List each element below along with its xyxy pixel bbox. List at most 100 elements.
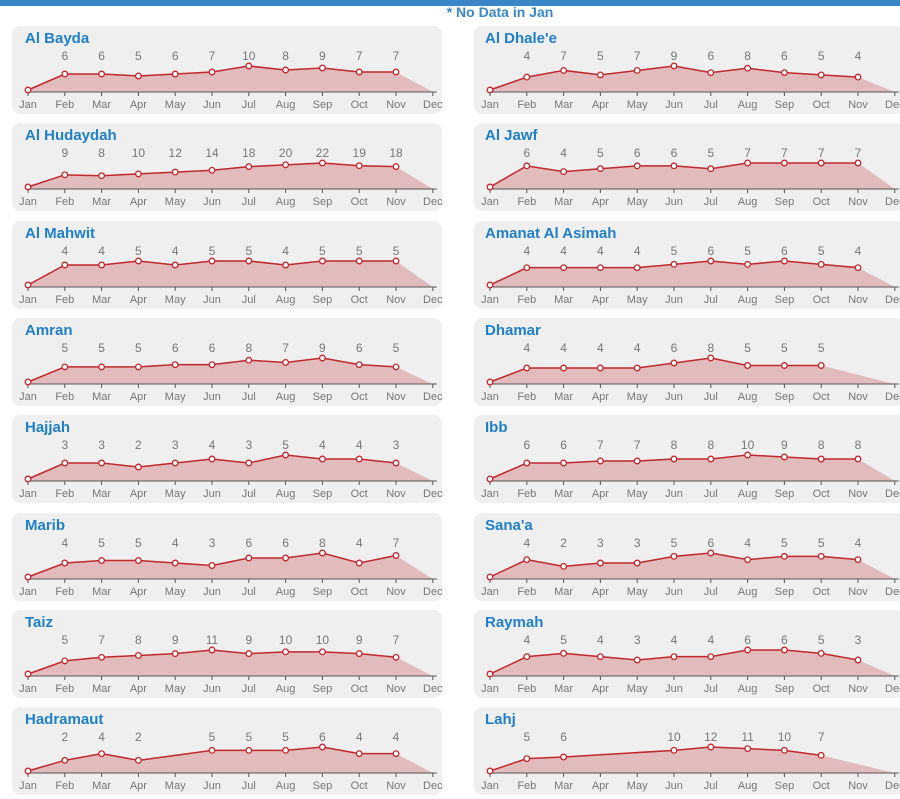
data-label: 10: [279, 633, 293, 647]
x-tick-label: Nov: [848, 488, 868, 500]
data-point: [633, 457, 641, 465]
data-point: [780, 746, 788, 754]
x-tick-label: Jul: [242, 99, 256, 111]
data-label: 5: [135, 536, 142, 550]
data-point: [392, 551, 400, 559]
x-tick-label: Feb: [55, 196, 74, 208]
x-tick-label: Jul: [242, 586, 256, 598]
mini-area-chart-raymah: Jan Feb Mar Apr May Jun Jul Aug Sep Oct Nov Dec 4 5 4 3…: [481, 633, 900, 695]
x-tick-label: Feb: [517, 294, 536, 306]
x-tick-label: Oct: [813, 99, 830, 111]
data-point: [523, 755, 531, 763]
data-label: 5: [282, 730, 289, 744]
data-label: 7: [597, 438, 604, 452]
data-label: 8: [744, 49, 751, 63]
data-label: 4: [282, 244, 289, 258]
x-tick-label: Nov: [386, 294, 406, 306]
x-tick-label: Mar: [554, 586, 573, 598]
x-tick-label: Jan: [19, 586, 37, 598]
x-tick-label: Mar: [554, 196, 573, 208]
x-tick-label: Apr: [130, 780, 147, 792]
x-tick-label: Jan: [481, 99, 499, 111]
data-point: [744, 361, 752, 369]
x-tick-label: Mar: [92, 488, 111, 500]
x-tick-label: Mar: [554, 391, 573, 403]
data-label: 6: [61, 49, 68, 63]
data-label: 5: [209, 730, 216, 744]
data-label: 4: [597, 341, 604, 355]
data-label: 8: [707, 438, 714, 452]
data-label: 7: [209, 49, 216, 63]
origin-marker: [486, 670, 494, 678]
data-label: 3: [209, 536, 216, 550]
data-point: [596, 71, 604, 79]
data-label: 20: [279, 146, 293, 160]
data-point: [817, 649, 825, 657]
x-tick-label: Jan: [19, 683, 37, 695]
x-tick-label: Jul: [704, 196, 718, 208]
x-tick-label: Jul: [704, 780, 718, 792]
x-tick-label: May: [165, 488, 186, 500]
x-tick-label: Jul: [704, 683, 718, 695]
x-tick-label: Mar: [92, 294, 111, 306]
data-label: 4: [393, 730, 400, 744]
data-point: [596, 263, 604, 271]
data-point: [318, 354, 326, 362]
x-tick-label: Apr: [130, 488, 147, 500]
data-label: 5: [818, 49, 825, 63]
chart-title: Taiz: [25, 613, 54, 631]
data-label: 6: [560, 730, 567, 744]
data-label: 4: [560, 146, 567, 160]
data-point: [780, 69, 788, 77]
data-point: [245, 62, 253, 70]
data-point: [780, 646, 788, 654]
data-label: 4: [356, 730, 363, 744]
area-fill: [28, 357, 433, 384]
data-label: 5: [781, 536, 788, 550]
origin-marker: [486, 767, 494, 775]
x-tick-label: Jan: [19, 294, 37, 306]
x-tick-label: Jul: [704, 294, 718, 306]
data-point: [245, 163, 253, 171]
data-point: [245, 746, 253, 754]
data-point: [523, 73, 531, 81]
x-tick-label: May: [627, 99, 648, 111]
data-label: 3: [172, 438, 179, 452]
data-label: 3: [61, 438, 68, 452]
data-point: [744, 555, 752, 563]
x-tick-label: Aug: [738, 99, 758, 111]
x-tick-label: May: [627, 391, 648, 403]
data-point: [245, 257, 253, 265]
data-label: 2: [135, 438, 142, 452]
data-point: [744, 64, 752, 72]
origin-marker: [24, 378, 32, 386]
data-label: 7: [393, 49, 400, 63]
data-point: [707, 165, 715, 173]
data-point: [282, 746, 290, 754]
data-point: [355, 162, 363, 170]
data-point: [134, 257, 142, 265]
data-label: 4: [634, 244, 641, 258]
data-point: [633, 656, 641, 664]
x-tick-label: Apr: [130, 99, 147, 111]
data-point: [744, 646, 752, 654]
data-label: 4: [855, 536, 862, 550]
x-tick-label: Jun: [665, 391, 683, 403]
x-tick-label: Nov: [386, 488, 406, 500]
data-point: [817, 361, 825, 369]
data-label: 6: [634, 146, 641, 160]
x-tick-label: Feb: [517, 780, 536, 792]
data-point: [633, 263, 641, 271]
x-tick-label: Sep: [313, 391, 333, 403]
data-label: 7: [818, 146, 825, 160]
origin-marker: [486, 573, 494, 580]
data-label: 9: [172, 633, 179, 647]
data-label: 4: [597, 244, 604, 258]
data-point: [523, 459, 531, 467]
x-tick-label: May: [627, 780, 648, 792]
mini-area-chart-taiz: Jan Feb Mar Apr May Jun Jul Aug Sep Oct Nov Dec 5 7 8 9…: [19, 633, 443, 695]
data-label: 3: [855, 633, 862, 647]
data-label: 6: [671, 341, 678, 355]
x-tick-label: Jun: [203, 294, 221, 306]
x-tick-label: Apr: [130, 683, 147, 695]
